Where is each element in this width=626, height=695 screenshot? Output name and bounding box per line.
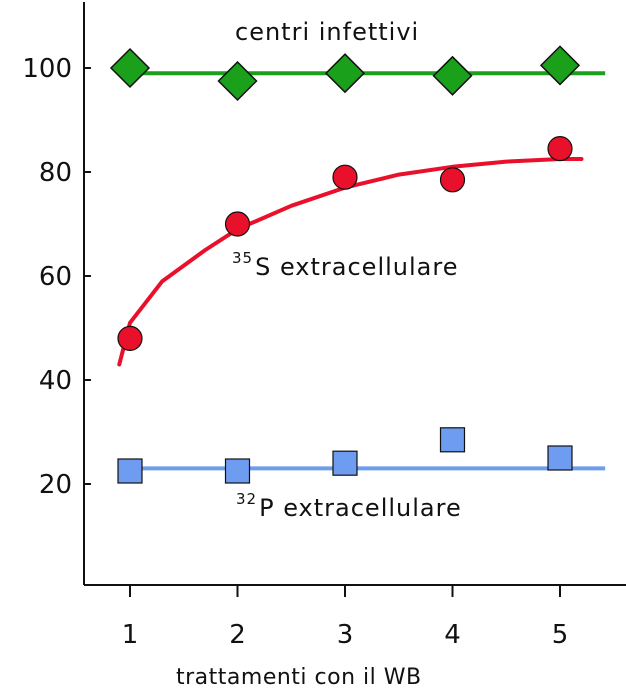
annotation-centri-infettivi: centri infettivi	[235, 18, 419, 46]
x-axis-label: trattamenti con il WB	[176, 665, 422, 690]
square-marker	[439, 427, 466, 453]
annotation-35s-text: S extracellulare	[255, 253, 458, 281]
x-tick-label: 5	[552, 620, 569, 650]
annotation-32p-text: P extracellulare	[259, 494, 462, 522]
annotation-35s-extracellulare: 35S extracellulare	[232, 249, 458, 281]
circle-marker	[332, 164, 358, 190]
annotation-32p-extracellulare: 32P extracellulare	[236, 490, 462, 522]
x-tick-label: 2	[229, 620, 246, 650]
circle-marker	[117, 325, 143, 351]
circle-marker	[224, 211, 251, 237]
circle-marker	[439, 167, 466, 193]
square-marker	[547, 445, 573, 471]
y-tick-label: 60	[39, 262, 72, 292]
diamond-marker	[539, 45, 581, 86]
diamond-marker	[109, 47, 151, 89]
circle-marker	[547, 136, 573, 162]
square-marker	[224, 458, 251, 484]
superscript-32: 32	[236, 490, 257, 508]
y-tick-label: 40	[39, 366, 72, 396]
diamond-marker	[324, 53, 366, 94]
tick-labels: 20 40 60 80 100 1 2 3 4 5	[22, 54, 568, 650]
superscript-35: 35	[232, 249, 253, 267]
data-points	[109, 45, 581, 484]
x-tick-label: 3	[337, 620, 354, 650]
axes	[83, 2, 626, 597]
x-tick-label: 4	[444, 620, 461, 650]
y-tick-label: 20	[39, 470, 72, 500]
x-tick-label: 1	[122, 620, 139, 650]
square-marker	[117, 458, 143, 484]
trend-lines	[117, 71, 606, 471]
diamond-marker	[217, 60, 258, 102]
trend-curve	[117, 157, 584, 367]
square-marker	[332, 450, 358, 476]
y-tick-label: 80	[39, 158, 72, 188]
diamond-marker	[432, 55, 473, 96]
y-tick-label: 100	[22, 54, 72, 84]
